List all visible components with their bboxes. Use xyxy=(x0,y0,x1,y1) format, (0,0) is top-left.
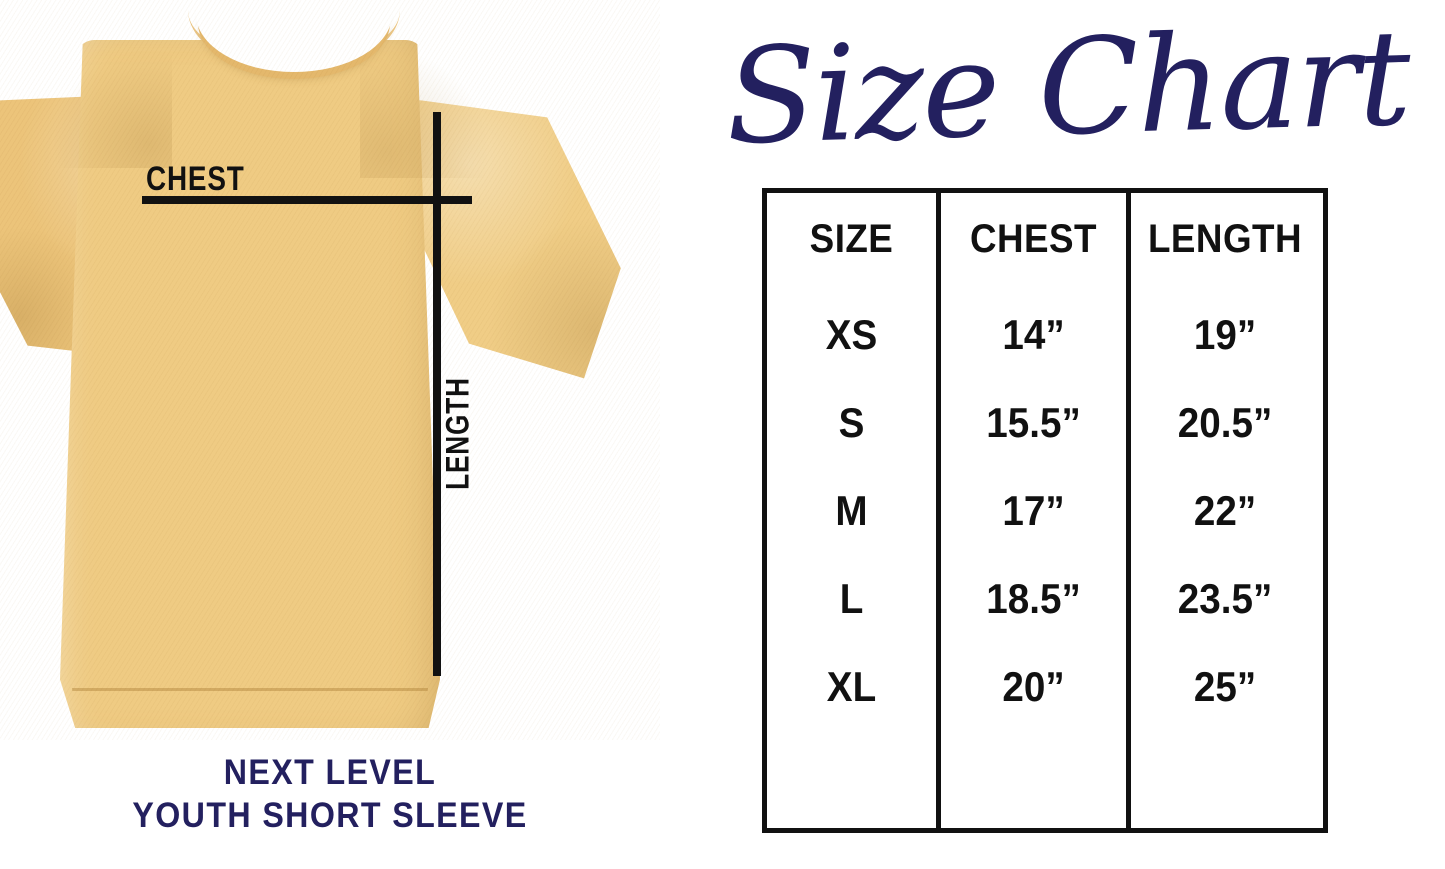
table-cell-chest-s: 15.5” xyxy=(986,399,1081,446)
size-chart-title: Size Chart xyxy=(723,1,1411,175)
table-cell-size-l: L xyxy=(839,575,864,622)
table-cell-chest-l: 18.5” xyxy=(986,575,1081,622)
table-cell-size-xs: XS xyxy=(825,311,878,358)
column-header-chest: CHEST xyxy=(969,217,1098,261)
table-cell-length-xl: 25” xyxy=(1193,663,1257,710)
size-chart-panel: Size Chart SIZE XS S M L XL CHEST 14” 15… xyxy=(690,0,1445,869)
garment-brand-label: NEXT LEVEL xyxy=(223,753,437,792)
table-cell-size-s: S xyxy=(838,399,865,446)
garment-caption: NEXT LEVEL YOUTH SHORT SLEEVE xyxy=(0,752,660,837)
table-column-chest: CHEST 14” 15.5” 17” 18.5” 20” xyxy=(941,193,1131,828)
table-cell-chest-xl: 20” xyxy=(1002,663,1065,710)
chest-measurement-label: CHEST xyxy=(146,160,245,198)
table-cell-chest-xs: 14” xyxy=(1002,311,1065,358)
tshirt-right-shoulder-shading xyxy=(360,48,490,178)
table-cell-size-m: M xyxy=(835,487,868,534)
length-measurement-label: LENGTH xyxy=(439,377,476,490)
garment-style-label: YOUTH SHORT SLEEVE xyxy=(132,795,528,835)
length-measurement-line xyxy=(433,112,441,676)
garment-illustration-panel: CHEST LENGTH NEXT LEVEL YOUTH SHORT SLEE… xyxy=(0,0,690,869)
table-cell-size-xl: XL xyxy=(826,663,877,710)
tshirt-body xyxy=(60,40,440,729)
table-column-length: LENGTH 19” 20.5” 22” 23.5” 25” xyxy=(1131,193,1319,828)
tshirt-illustration xyxy=(0,0,660,740)
chest-measurement-line xyxy=(142,196,472,204)
tshirt-left-shoulder-shading xyxy=(52,48,172,168)
table-cell-length-l: 23.5” xyxy=(1177,575,1273,622)
column-header-length: LENGTH xyxy=(1147,217,1303,261)
column-header-size: SIZE xyxy=(809,217,894,261)
tshirt-bottom-hem xyxy=(72,688,428,704)
table-cell-chest-m: 17” xyxy=(1002,487,1065,534)
table-cell-length-m: 22” xyxy=(1193,487,1257,534)
table-cell-length-s: 20.5” xyxy=(1177,399,1273,446)
size-chart-table: SIZE XS S M L XL CHEST 14” 15.5” 17” 18.… xyxy=(762,188,1328,833)
table-column-size: SIZE XS S M L XL xyxy=(767,193,941,828)
table-cell-length-xs: 19” xyxy=(1193,311,1257,358)
